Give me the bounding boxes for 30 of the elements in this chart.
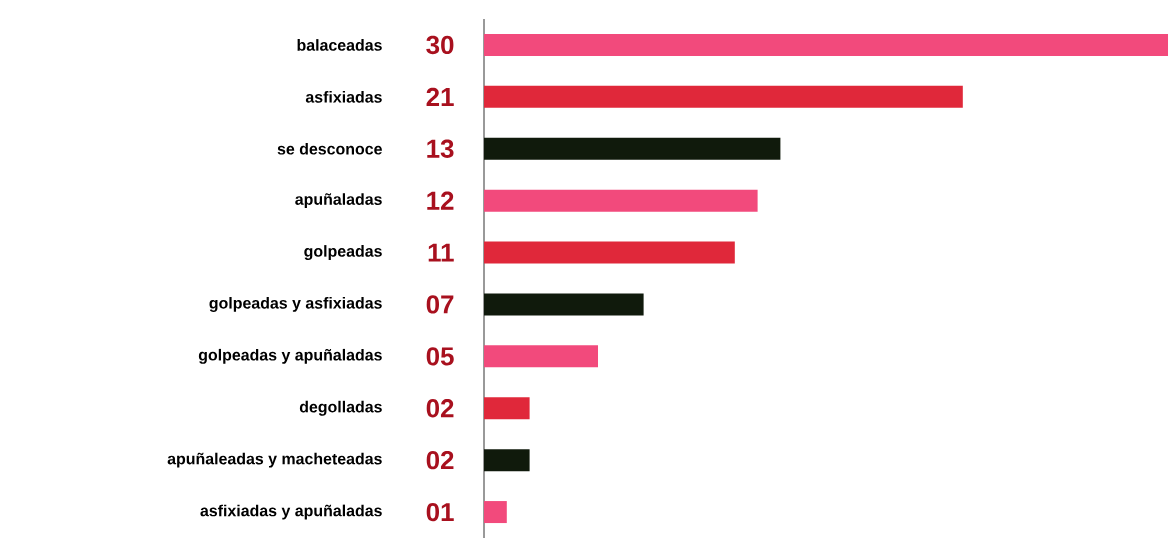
bar (484, 189, 758, 212)
data-label: 12 (427, 191, 454, 210)
bar (484, 137, 781, 160)
y-tick-label: degolladas (299, 400, 382, 416)
data-label: 07 (426, 295, 454, 314)
y-tick-label: golpeadas y asfixiadas (209, 297, 382, 312)
data-label: 01 (426, 502, 454, 522)
y-tick-label: asfixiadas (305, 91, 382, 103)
bar (484, 449, 530, 472)
data-label: 11 (428, 243, 454, 262)
bar (484, 33, 1169, 56)
data-label: 02 (426, 399, 454, 418)
data-label: 02 (426, 450, 454, 470)
y-tick-label: se desconoce (277, 142, 382, 155)
y-tick-label: apuñaleadas y macheteadas (167, 452, 382, 468)
y-tick-label: balaceadas (297, 39, 382, 51)
bar (484, 345, 598, 368)
bar (484, 85, 963, 108)
y-tick-label: asfixiadas y apuñaladas (200, 504, 382, 520)
bar (484, 293, 644, 316)
bar (484, 241, 735, 264)
data-label: 13 (427, 139, 454, 158)
y-tick-label: golpeadas y apuñaladas (198, 348, 382, 364)
data-label: 30 (426, 35, 454, 55)
data-label: 21 (426, 87, 454, 106)
y-tick-label: golpeadas (304, 245, 382, 261)
bar (484, 397, 530, 420)
bar (484, 501, 507, 524)
data-label: 05 (426, 347, 454, 366)
y-tick-label: apuñaladas (295, 193, 382, 209)
